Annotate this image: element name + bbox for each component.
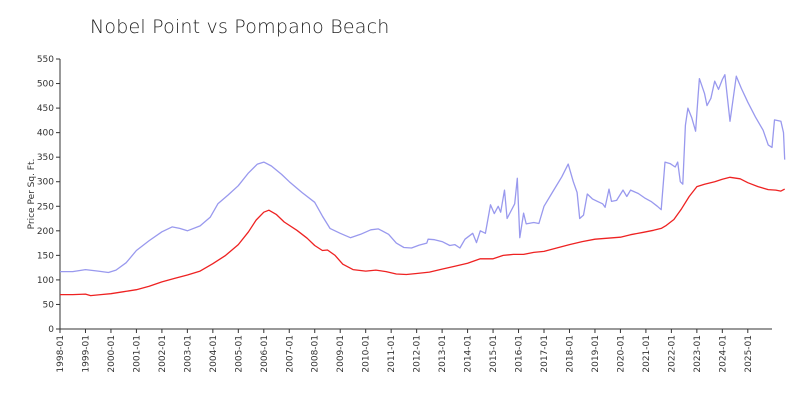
y-tick-label: 400	[37, 129, 54, 139]
x-tick-label: 1999-01	[81, 335, 91, 373]
x-tick-label: 2007-01	[285, 335, 295, 373]
x-tick-label: 2009-01	[336, 335, 346, 373]
x-tick-label: 2011-01	[387, 335, 397, 373]
y-tick-label: 0	[48, 325, 54, 335]
x-tick-label: 2003-01	[183, 335, 193, 373]
x-tick-label: 1998-01	[56, 335, 66, 373]
y-axis-title: Price Per Sq. Ft.	[27, 159, 37, 230]
x-tick-label: 2022-01	[667, 335, 677, 373]
x-tick-label: 2013-01	[438, 335, 448, 373]
y-tick-label: 150	[37, 251, 54, 261]
y-tick-label: 500	[37, 80, 54, 90]
x-tick-label: 2004-01	[209, 335, 219, 373]
x-tick-label: 2014-01	[464, 335, 474, 373]
x-tick-label: 2019-01	[591, 335, 601, 373]
x-tick-label: 2020-01	[616, 335, 626, 373]
x-tick-label: 2015-01	[489, 335, 499, 373]
x-tick-label: 2017-01	[540, 335, 550, 373]
x-tick-label: 2006-01	[260, 335, 270, 373]
y-tick-label: 300	[37, 178, 54, 188]
x-tick-label: 2024-01	[718, 335, 728, 373]
x-tick-label: 2025-01	[744, 335, 754, 373]
x-tick-label: 2016-01	[515, 335, 525, 373]
y-tick-label: 200	[37, 227, 54, 237]
y-tick-label: 250	[37, 202, 54, 212]
x-tick-label: 2005-01	[234, 335, 244, 373]
y-tick-label: 450	[37, 104, 54, 114]
series-line-1	[60, 74, 786, 274]
y-tick-label: 550	[37, 55, 54, 65]
series-line-2	[60, 176, 786, 297]
chart-title: Nobel Point vs Pompano Beach	[90, 16, 390, 38]
y-tick-label: 350	[37, 153, 54, 163]
x-tick-label: 2002-01	[158, 335, 168, 373]
x-tick-label: 2008-01	[311, 335, 321, 373]
x-tick-label: 2010-01	[362, 335, 372, 373]
x-tick-label: 2001-01	[132, 335, 142, 373]
x-tick-label: 2021-01	[642, 335, 652, 373]
x-tick-label: 2023-01	[693, 335, 703, 373]
x-tick-label: 2018-01	[565, 335, 575, 373]
y-tick-label: 50	[43, 300, 55, 310]
x-tick-label: 2012-01	[413, 335, 423, 373]
y-tick-label: 100	[37, 276, 54, 286]
x-tick-label: 2000-01	[107, 335, 117, 373]
